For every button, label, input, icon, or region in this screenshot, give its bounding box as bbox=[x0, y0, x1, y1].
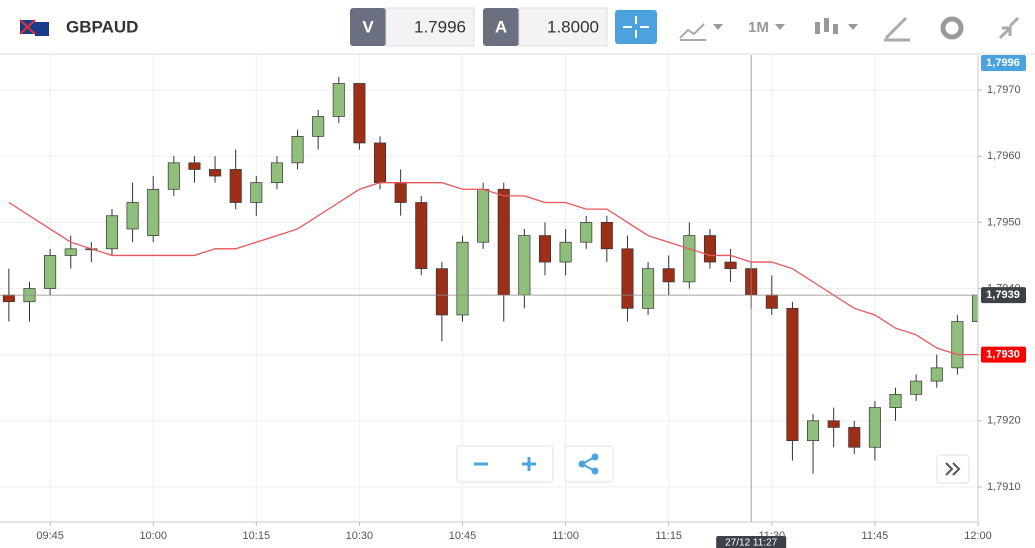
candle-body bbox=[600, 222, 613, 250]
price-badge bbox=[981, 55, 1026, 71]
x-tick-label: 09:45 bbox=[36, 530, 64, 542]
bid-price: 1.7996 bbox=[414, 17, 466, 36]
candle-body bbox=[786, 307, 799, 441]
share-button[interactable] bbox=[578, 453, 599, 475]
candle-body bbox=[44, 255, 57, 289]
candle-style-button[interactable] bbox=[815, 18, 838, 34]
candle-body bbox=[971, 294, 978, 322]
price-badge-label: 1,7939 bbox=[986, 289, 1020, 301]
x-tick-label: 10:45 bbox=[449, 530, 477, 542]
candle-body bbox=[621, 248, 634, 309]
candle-body bbox=[724, 261, 737, 270]
candle-body bbox=[765, 294, 778, 309]
candle-body bbox=[642, 268, 655, 309]
x-tick-label: 11:45 bbox=[862, 530, 889, 542]
dropdown-arrow bbox=[713, 24, 723, 30]
plot bbox=[2, 76, 978, 474]
candle-body bbox=[167, 162, 180, 190]
x-tick-label: 11:15 bbox=[655, 530, 682, 542]
ask-box bbox=[518, 7, 608, 47]
crosshair-time-badge bbox=[716, 536, 787, 548]
bid-label: V bbox=[362, 17, 374, 36]
collapse-button[interactable] bbox=[998, 16, 1020, 40]
y-tick-label: 1,7950 bbox=[987, 216, 1021, 228]
candle-body bbox=[456, 241, 469, 316]
candle-body bbox=[807, 420, 820, 441]
moving-average bbox=[8, 182, 978, 356]
x-tick-label: 10:00 bbox=[139, 530, 167, 542]
candle-body bbox=[497, 188, 510, 296]
candle-body bbox=[188, 162, 201, 170]
draw-button[interactable] bbox=[884, 16, 910, 42]
y-tick-label: 1,7910 bbox=[987, 481, 1021, 493]
candle-body bbox=[559, 241, 572, 263]
symbol: GBPAUD bbox=[66, 17, 138, 36]
candle-body bbox=[105, 215, 118, 250]
scroll-icon bbox=[945, 462, 961, 476]
bid-box bbox=[385, 7, 475, 47]
candle-body bbox=[435, 268, 448, 316]
candle-body bbox=[683, 235, 696, 283]
candle-body bbox=[930, 367, 943, 382]
candle-body bbox=[477, 188, 490, 243]
bid-button[interactable] bbox=[350, 8, 386, 46]
x-tick-label: 10:15 bbox=[243, 530, 271, 542]
price-badge bbox=[981, 287, 1026, 304]
candle-body bbox=[889, 393, 902, 408]
y-tick-label: 1,7920 bbox=[987, 415, 1021, 427]
candle-body bbox=[580, 222, 593, 243]
zoom-in-button[interactable] bbox=[522, 457, 536, 471]
ask-label: A bbox=[495, 17, 507, 36]
candle-body bbox=[147, 188, 160, 236]
price-badge bbox=[981, 346, 1026, 363]
candle-body bbox=[827, 420, 840, 428]
candle-body bbox=[538, 235, 552, 263]
timeframe[interactable]: 1M bbox=[748, 19, 769, 36]
candle-body bbox=[270, 162, 283, 184]
candle-body bbox=[910, 380, 923, 395]
candle-body bbox=[64, 248, 77, 256]
ask-price: 1.8000 bbox=[547, 17, 599, 36]
candle-body bbox=[374, 142, 387, 184]
candle-body bbox=[518, 235, 531, 296]
candle-body bbox=[415, 202, 428, 270]
candle-body bbox=[951, 321, 964, 369]
candle-body bbox=[662, 268, 675, 283]
candle-body bbox=[332, 83, 345, 117]
crosshair-time-label: 27/12 11:27 bbox=[725, 538, 778, 548]
y-tick-label: 1,7970 bbox=[987, 84, 1021, 96]
dropdown-arrow bbox=[775, 24, 785, 30]
candle-body bbox=[868, 407, 881, 448]
flag-icon bbox=[19, 19, 49, 36]
candle-body bbox=[126, 202, 139, 230]
candle-body bbox=[394, 182, 407, 203]
candle-body bbox=[250, 182, 263, 203]
zoom-panel bbox=[456, 445, 554, 483]
x-tick-label: 10:30 bbox=[346, 530, 374, 542]
price-badge-label: 1,7930 bbox=[986, 349, 1020, 361]
ask-button[interactable] bbox=[483, 8, 519, 46]
candle-body bbox=[209, 169, 222, 177]
settings-button[interactable] bbox=[940, 16, 964, 40]
dropdown-arrow bbox=[848, 24, 858, 30]
y-tick-label: 1,7960 bbox=[987, 150, 1021, 162]
x-tick-label: 12:00 bbox=[964, 530, 992, 542]
share-panel bbox=[564, 445, 614, 483]
chart-type-button[interactable] bbox=[679, 23, 706, 41]
x-tick-label: 11:00 bbox=[552, 530, 579, 542]
candle-body bbox=[703, 235, 716, 263]
candle-body bbox=[2, 294, 15, 303]
candle-body bbox=[848, 427, 861, 448]
crosshair-button[interactable] bbox=[615, 10, 657, 44]
crosshair-icon bbox=[623, 16, 649, 38]
candle-body bbox=[229, 169, 242, 203]
zoom-controls bbox=[456, 445, 970, 484]
candle-body bbox=[312, 116, 325, 137]
price-badge-label: 1,7996 bbox=[986, 57, 1020, 69]
candle-body bbox=[291, 136, 304, 164]
candle-body bbox=[353, 83, 366, 144]
